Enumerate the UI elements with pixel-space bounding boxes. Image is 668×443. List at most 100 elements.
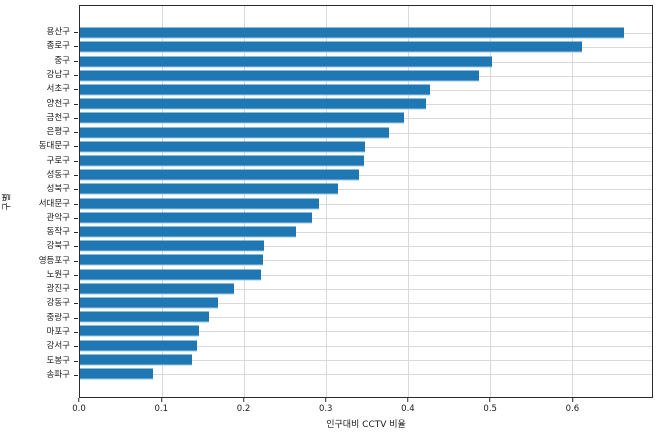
x-axis: 0.0 0.1 0.2 0.3 0.4 0.5 0.6 <box>72 398 653 416</box>
bar-row <box>80 182 652 196</box>
bar-row <box>80 282 652 296</box>
bar-영등포구 <box>80 254 263 266</box>
horizontal-gridline <box>80 302 652 304</box>
y-tick-row: 양천구 <box>0 96 79 110</box>
y-tick-mark <box>74 160 78 162</box>
y-tick-mark <box>74 32 78 34</box>
bar-row <box>80 239 652 253</box>
y-tick-row: 관악구 <box>0 211 79 225</box>
y-tick-mark <box>74 360 78 362</box>
horizontal-gridline <box>80 246 652 248</box>
bar-row <box>80 196 652 210</box>
bar-성북구 <box>80 183 339 195</box>
bar-강동구 <box>80 297 219 309</box>
y-tick-row: 중구 <box>0 54 79 68</box>
x-tick-mark <box>489 398 491 402</box>
bar-row <box>80 154 652 168</box>
y-tick-mark <box>74 374 78 376</box>
y-tick-row: 강남구 <box>0 68 79 82</box>
bars-container <box>80 6 652 397</box>
y-tick-label: 강북구 <box>46 241 70 252</box>
x-tick-label: 0.5 <box>483 404 497 414</box>
horizontal-gridline <box>80 189 652 191</box>
y-tick-row: 마포구 <box>0 325 79 339</box>
bar-성동구 <box>80 169 359 181</box>
bar-은평구 <box>80 127 389 139</box>
y-tick-row: 광진구 <box>0 282 79 296</box>
y-tick-mark <box>74 332 78 334</box>
y-tick-mark <box>74 174 78 176</box>
x-tick-label: 0.0 <box>72 404 86 414</box>
y-tick-row: 서초구 <box>0 82 79 96</box>
y-tick-mark <box>74 289 78 291</box>
bar-금천구 <box>80 112 404 124</box>
x-tick-label: 0.4 <box>401 404 415 414</box>
bar-row <box>80 253 652 267</box>
plot-area <box>79 5 653 398</box>
x-tick: 0.3 <box>318 398 333 414</box>
y-tick-row: 금천구 <box>0 111 79 125</box>
bar-강북구 <box>80 240 265 252</box>
bar-동대문구 <box>80 141 366 153</box>
x-axis-title: 인구대비 CCTV 비율 <box>326 420 406 430</box>
vertical-gridline <box>407 6 409 397</box>
y-tick-label: 송파구 <box>46 369 70 380</box>
horizontal-gridline <box>80 345 652 347</box>
horizontal-gridline <box>80 373 652 375</box>
y-tick-mark <box>74 260 78 262</box>
bar-용산구 <box>80 27 625 39</box>
horizontal-gridline <box>80 231 652 233</box>
bar-row <box>80 310 652 324</box>
bar-관악구 <box>80 212 312 224</box>
y-tick-label: 구로구 <box>46 155 70 166</box>
y-tick-mark <box>74 232 78 234</box>
x-tick: 0.4 <box>401 398 415 414</box>
y-tick-row: 동작구 <box>0 225 79 239</box>
bar-송파구 <box>80 368 153 380</box>
bar-row <box>80 367 652 381</box>
y-tick-row: 구로구 <box>0 154 79 168</box>
bar-row <box>80 338 652 352</box>
bar-row <box>80 225 652 239</box>
y-tick-mark <box>74 146 78 148</box>
y-tick-row: 서대문구 <box>0 196 79 210</box>
bar-노원구 <box>80 269 262 281</box>
y-tick-label: 노원구 <box>46 269 70 280</box>
x-tick-label: 0.3 <box>318 404 333 414</box>
y-tick-label: 양천구 <box>46 98 70 109</box>
y-tick-mark <box>74 189 78 191</box>
bar-중구 <box>80 56 493 67</box>
horizontal-gridline <box>80 274 652 276</box>
vertical-gridline <box>571 6 573 397</box>
y-tick-label: 종로구 <box>46 41 70 52</box>
x-tick-mark <box>242 398 244 402</box>
y-tick-mark <box>74 203 78 205</box>
y-tick-label: 은평구 <box>46 126 70 137</box>
bar-row <box>80 111 652 125</box>
y-tick-row: 영등포구 <box>0 254 79 268</box>
bar-row <box>80 26 652 40</box>
x-tick: 0.1 <box>154 398 168 414</box>
bar-row <box>80 267 652 281</box>
bar-강서구 <box>80 340 198 352</box>
bar-서초구 <box>80 84 430 96</box>
y-tick-mark <box>74 317 78 319</box>
bar-구로구 <box>80 155 364 167</box>
y-tick-row: 성북구 <box>0 182 79 196</box>
horizontal-gridline <box>80 288 652 290</box>
x-tick-label: 0.1 <box>154 404 168 414</box>
horizontal-gridline <box>80 203 652 205</box>
y-tick-label: 성북구 <box>46 183 70 194</box>
bar-row <box>80 140 652 154</box>
bar-동작구 <box>80 226 297 238</box>
x-tick-label: 0.2 <box>236 404 251 414</box>
y-tick-label: 금천구 <box>46 112 70 123</box>
y-tick-label: 성동구 <box>46 169 70 180</box>
y-tick-mark <box>74 346 78 348</box>
bar-도봉구 <box>80 354 193 366</box>
y-tick-row: 송파구 <box>0 368 79 382</box>
bar-광진구 <box>80 283 235 295</box>
horizontal-gridline <box>80 175 652 177</box>
x-tick: 0.6 <box>566 398 579 414</box>
y-tick-label: 마포구 <box>46 326 70 337</box>
